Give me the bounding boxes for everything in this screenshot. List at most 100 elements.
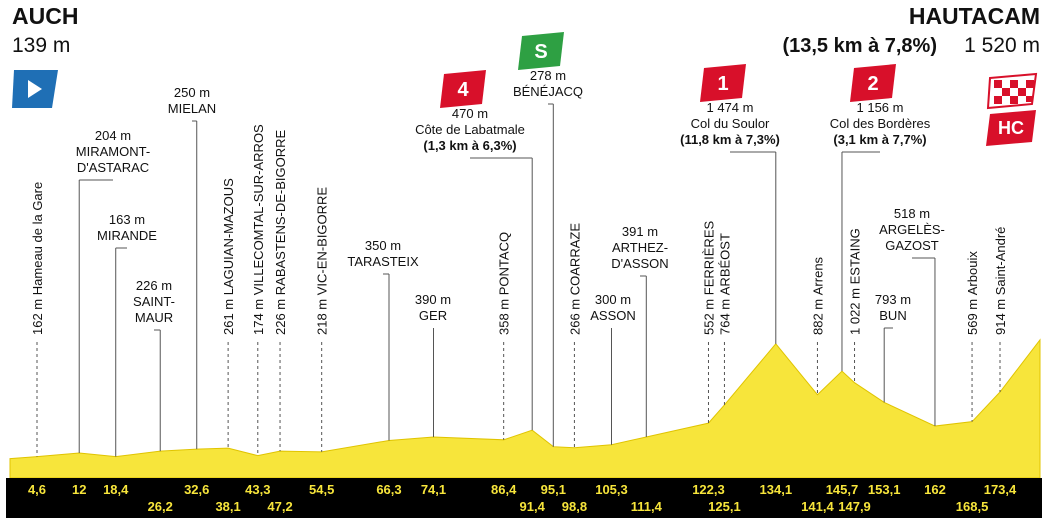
waypoint-altitude: 162 m <box>30 299 45 335</box>
km-bar <box>6 478 1042 518</box>
km-label: 147,9 <box>838 499 871 514</box>
waypoint-altitude: 1 156 m <box>857 100 904 115</box>
waypoint-label: 914 m Saint-André <box>993 227 1008 335</box>
waypoint-altitude: 1 474 m <box>707 100 754 115</box>
waypoint-label: 218 m VIC-EN-BIGORRE <box>315 187 330 335</box>
waypoint-altitude: 218 m <box>315 299 330 335</box>
waypoint-label: 266 m COARRAZE <box>567 223 582 335</box>
badge-label: 1 <box>717 73 728 95</box>
km-label: 43,3 <box>245 482 270 497</box>
waypoint-altitude: 914 m <box>993 299 1008 335</box>
km-label: 91,4 <box>520 499 546 514</box>
waypoint-altitude: 358 m <box>497 299 512 335</box>
km-label: 111,4 <box>631 499 663 514</box>
km-label: 38,1 <box>215 499 240 514</box>
km-label: 134,1 <box>760 482 793 497</box>
km-label: 12 <box>72 482 86 497</box>
waypoint-name: D'ASSON <box>611 256 668 271</box>
km-label: 32,6 <box>184 482 209 497</box>
waypoint-name: Côte de Labatmale <box>415 122 525 137</box>
waypoint-altitude: 391 m <box>622 224 658 239</box>
km-label: 74,1 <box>421 482 446 497</box>
waypoint-name: ARTHEZ- <box>612 240 668 255</box>
waypoint-altitude: 226 m <box>136 278 172 293</box>
km-label: 95,1 <box>541 482 566 497</box>
waypoint-name: LAGUIAN-MAZOUS <box>221 178 236 295</box>
km-label: 168,5 <box>956 499 989 514</box>
badge-label: 2 <box>867 73 878 95</box>
waypoint-altitude: 174 m <box>251 299 266 335</box>
waypoint-label: 261 m LAGUIAN-MAZOUS <box>221 178 236 335</box>
finish-climb: (13,5 km à 7,8%) <box>782 35 937 57</box>
finish-altitude: 1 520 m <box>964 34 1040 57</box>
start-flag <box>12 70 58 108</box>
badge-label: S <box>534 41 547 63</box>
waypoint-name: MIRANDE <box>97 228 157 243</box>
finish-name: HAUTACAM <box>909 3 1040 29</box>
elevation-profile <box>9 338 1041 479</box>
waypoint-name: RABASTENS-DE-BIGORRE <box>273 129 288 295</box>
waypoint-label: 552 m FERRIÈRES <box>701 221 716 335</box>
waypoint-label: 764 m ARBÉOST <box>717 233 732 335</box>
km-label: 26,2 <box>148 499 173 514</box>
category-badge <box>850 64 896 102</box>
climb-detail: (1,3 km à 6,3%) <box>423 138 516 153</box>
waypoint-name: VIC-EN-BIGORRE <box>315 187 330 296</box>
km-label: 47,2 <box>267 499 292 514</box>
category-badge <box>700 64 746 102</box>
km-label: 122,3 <box>692 482 725 497</box>
waypoint-name: ARGELÈS- <box>879 222 945 237</box>
finish-badge: HC <box>998 118 1024 138</box>
waypoint-name: ASSON <box>590 308 636 323</box>
waypoint-altitude: 569 m <box>965 299 980 335</box>
km-label: 153,1 <box>868 482 901 497</box>
waypoint-name: GER <box>419 308 447 323</box>
waypoint-altitude: 261 m <box>221 299 236 335</box>
waypoint-name: BÉNÉJACQ <box>513 84 583 99</box>
waypoint-name: MAUR <box>135 310 173 325</box>
waypoint-label: 569 m Arbouix <box>965 251 980 335</box>
waypoint-altitude: 266 m <box>567 299 582 335</box>
waypoint-name: GAZOST <box>885 238 939 253</box>
km-label: 125,1 <box>708 499 741 514</box>
category-badge <box>440 70 486 108</box>
waypoint-altitude: 300 m <box>595 292 631 307</box>
waypoint-name: Col du Soulor <box>691 116 770 131</box>
km-label: 173,4 <box>984 482 1017 497</box>
waypoint-altitude: 552 m <box>701 299 716 335</box>
waypoint-label: 882 m Arrens <box>810 256 825 335</box>
waypoint-name: D'ASTARAC <box>77 160 149 175</box>
waypoint-name: Saint-André <box>993 227 1008 296</box>
waypoint-label: 174 m VILLECOMTAL-SUR-ARROS <box>251 124 266 335</box>
waypoint-altitude: 390 m <box>415 292 451 307</box>
km-label: 145,7 <box>826 482 859 497</box>
waypoint-label: 226 m RABASTENS-DE-BIGORRE <box>273 129 288 335</box>
waypoint-name: PONTACQ <box>497 232 512 295</box>
km-label: 105,3 <box>595 482 628 497</box>
waypoint-name: BUN <box>879 308 906 323</box>
waypoint-name: TARASTEIX <box>347 254 419 269</box>
waypoint-name: FERRIÈRES <box>701 221 716 296</box>
waypoint-name: Hameau de la Gare <box>30 182 45 295</box>
badge-label: 4 <box>457 79 469 101</box>
start-altitude: 139 m <box>12 34 70 57</box>
km-label: 54,5 <box>309 482 334 497</box>
waypoint-altitude: 278 m <box>530 68 566 83</box>
waypoint-altitude: 518 m <box>894 206 930 221</box>
km-label: 4,6 <box>28 482 46 497</box>
waypoint-name: VILLECOMTAL-SUR-ARROS <box>251 124 266 295</box>
waypoint-name: COARRAZE <box>567 223 582 296</box>
km-label: 18,4 <box>103 482 129 497</box>
start-name: AUCH <box>12 3 78 29</box>
waypoint-name: Col des Bordères <box>830 116 931 131</box>
finish-flag <box>986 72 1038 146</box>
waypoint-altitude: 764 m <box>717 299 732 335</box>
waypoint-altitude: 350 m <box>365 238 401 253</box>
waypoint-label: 1 022 m ESTAING <box>848 228 863 335</box>
climb-detail: (11,8 km à 7,3%) <box>680 132 780 147</box>
waypoint-name: ARBÉOST <box>717 233 732 295</box>
waypoint-altitude: 1 022 m <box>848 288 863 335</box>
waypoint-name: SAINT- <box>133 294 175 309</box>
waypoint-name: ESTAING <box>848 228 863 284</box>
